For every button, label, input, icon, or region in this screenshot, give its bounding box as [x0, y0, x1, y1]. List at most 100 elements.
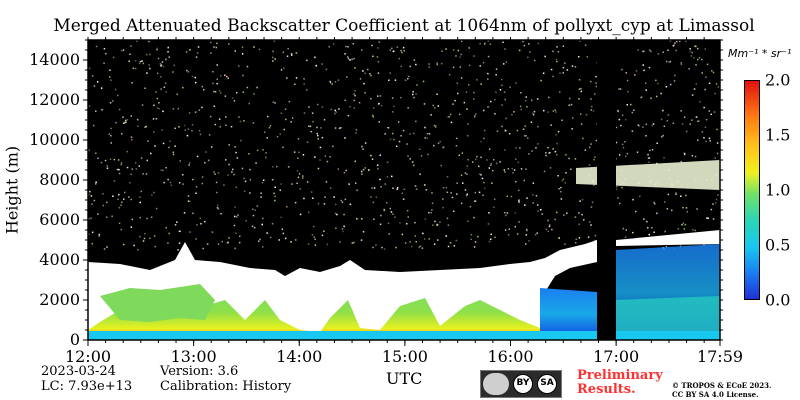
noise-speck: [172, 151, 175, 154]
noise-speck: [422, 232, 424, 235]
noise-speck: [483, 109, 485, 112]
y-tick-label: 6000: [39, 210, 80, 229]
noise-speck: [694, 45, 696, 47]
noise-speck: [681, 123, 684, 125]
noise-speck: [260, 196, 262, 198]
noise-speck: [621, 186, 623, 189]
noise-speck: [236, 91, 238, 94]
noise-speck: [393, 138, 395, 141]
noise-speck: [415, 93, 417, 95]
noise-speck: [525, 135, 527, 137]
noise-speck: [680, 161, 683, 163]
noise-speck: [591, 201, 594, 203]
noise-speck: [98, 233, 100, 236]
noise-speck: [593, 184, 595, 186]
noise-speck: [680, 195, 682, 197]
noise-speck: [570, 168, 572, 170]
noise-speck: [590, 80, 592, 83]
noise-speck: [323, 230, 325, 232]
noise-speck: [299, 213, 302, 216]
noise-speck: [95, 181, 97, 183]
noise-speck: [452, 66, 455, 69]
noise-speck: [707, 217, 709, 219]
noise-speck: [185, 51, 188, 53]
noise-speck: [415, 63, 417, 66]
noise-speck: [130, 45, 132, 47]
noise-speck: [354, 67, 356, 69]
x-axis-label: UTC: [386, 369, 423, 388]
noise-speck: [95, 45, 98, 48]
noise-speck: [504, 229, 507, 231]
noise-speck: [691, 155, 694, 157]
noise-speck: [136, 118, 139, 121]
copyright-line2: CC BY SA 4.0 License.: [672, 390, 759, 399]
noise-speck: [550, 124, 552, 126]
noise-speck: [354, 94, 356, 97]
noise-speck: [192, 178, 194, 181]
noise-speck: [198, 109, 201, 111]
noise-speck: [178, 242, 181, 244]
noise-speck: [561, 180, 563, 182]
noise-speck: [274, 195, 276, 198]
noise-speck: [341, 228, 344, 230]
noise-speck: [165, 91, 167, 93]
noise-speck: [511, 113, 513, 116]
noise-speck: [432, 104, 434, 107]
noise-speck: [478, 191, 481, 194]
noise-speck: [178, 230, 181, 233]
noise-speck: [477, 235, 479, 238]
noise-speck: [468, 64, 471, 67]
noise-speck: [697, 139, 699, 141]
noise-speck: [286, 55, 289, 57]
noise-speck: [416, 84, 418, 86]
noise-speck: [648, 49, 651, 51]
noise-speck: [575, 238, 577, 241]
noise-speck: [216, 82, 218, 85]
noise-speck: [102, 193, 104, 195]
noise-speck: [493, 206, 495, 208]
noise-speck: [349, 59, 351, 61]
noise-speck: [482, 194, 484, 197]
noise-speck: [474, 241, 477, 243]
noise-speck: [424, 184, 426, 186]
noise-speck: [182, 86, 184, 89]
noise-speck: [565, 172, 567, 174]
noise-speck: [93, 199, 96, 202]
noise-speck: [494, 98, 496, 101]
noise-speck: [203, 89, 205, 91]
noise-speck: [684, 153, 686, 156]
noise-speck: [225, 159, 227, 161]
noise-speck: [266, 137, 268, 139]
noise-speck: [92, 124, 95, 127]
noise-speck: [672, 122, 675, 124]
noise-speck: [632, 231, 634, 234]
cc-icon: [483, 373, 509, 395]
noise-speck: [329, 80, 331, 83]
noise-speck: [182, 174, 184, 176]
noise-speck: [135, 162, 137, 164]
noise-speck: [172, 153, 175, 156]
noise-speck: [187, 195, 190, 197]
noise-speck: [196, 52, 199, 54]
noise-speck: [514, 225, 516, 228]
noise-speck: [160, 88, 162, 90]
noise-speck: [112, 100, 114, 102]
noise-speck: [216, 191, 218, 194]
noise-speck: [524, 204, 526, 206]
noise-speck: [694, 229, 696, 232]
noise-speck: [201, 85, 203, 88]
noise-speck: [120, 228, 122, 231]
noise-speck: [117, 94, 119, 97]
noise-speck: [271, 223, 274, 225]
noise-speck: [694, 155, 697, 158]
colorbar-tick-label: 1.0: [765, 180, 791, 200]
noise-speck: [683, 116, 686, 118]
noise-speck: [344, 137, 346, 139]
noise-speck: [95, 110, 97, 112]
noise-speck: [442, 198, 444, 200]
x-tick-label: 15:00: [382, 347, 428, 366]
noise-speck: [109, 69, 111, 71]
noise-speck: [337, 168, 339, 170]
noise-speck: [527, 137, 529, 139]
noise-speck: [518, 49, 521, 52]
